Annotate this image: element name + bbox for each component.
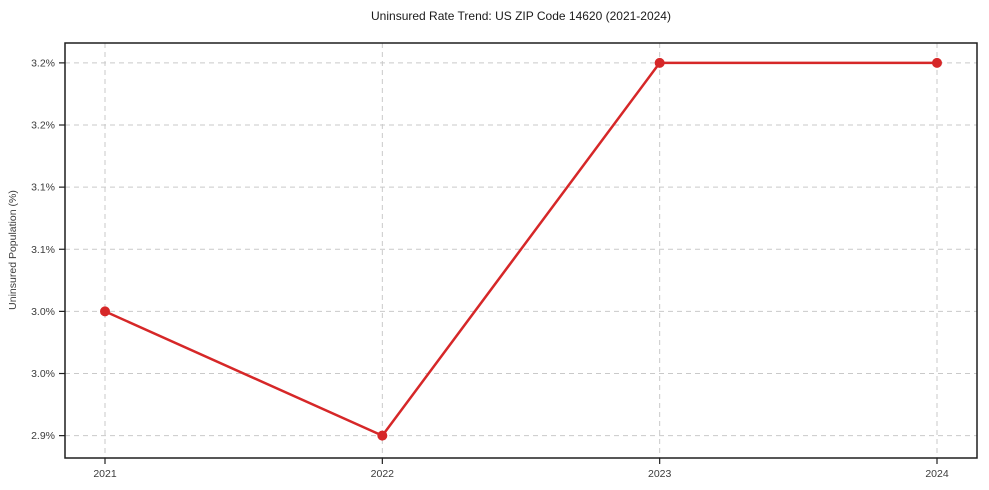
data-point-2021 [100, 306, 110, 317]
y-tick-label: 3.0% [31, 306, 55, 318]
chart-title: Uninsured Rate Trend: US ZIP Code 14620 … [371, 9, 671, 23]
y-tick-label: 3.2% [31, 57, 55, 69]
y-tick-label: 2.9% [31, 430, 55, 442]
plot-border [64, 42, 978, 459]
x-tick-label: 2024 [925, 468, 949, 480]
x-tick-label: 2021 [93, 468, 117, 480]
trend-line [103, 61, 939, 437]
y-tick-label: 3.1% [31, 244, 55, 256]
x-tick-label: 2022 [371, 468, 395, 480]
y-tick-label: 3.2% [31, 120, 55, 132]
x-tick-label: 2023 [648, 468, 672, 480]
y-tick-label: 3.1% [31, 182, 55, 194]
y-tick-label: 3.0% [31, 368, 55, 380]
data-point-2024 [932, 57, 942, 68]
data-point-2022 [377, 430, 388, 441]
data-point-2023 [654, 57, 665, 68]
